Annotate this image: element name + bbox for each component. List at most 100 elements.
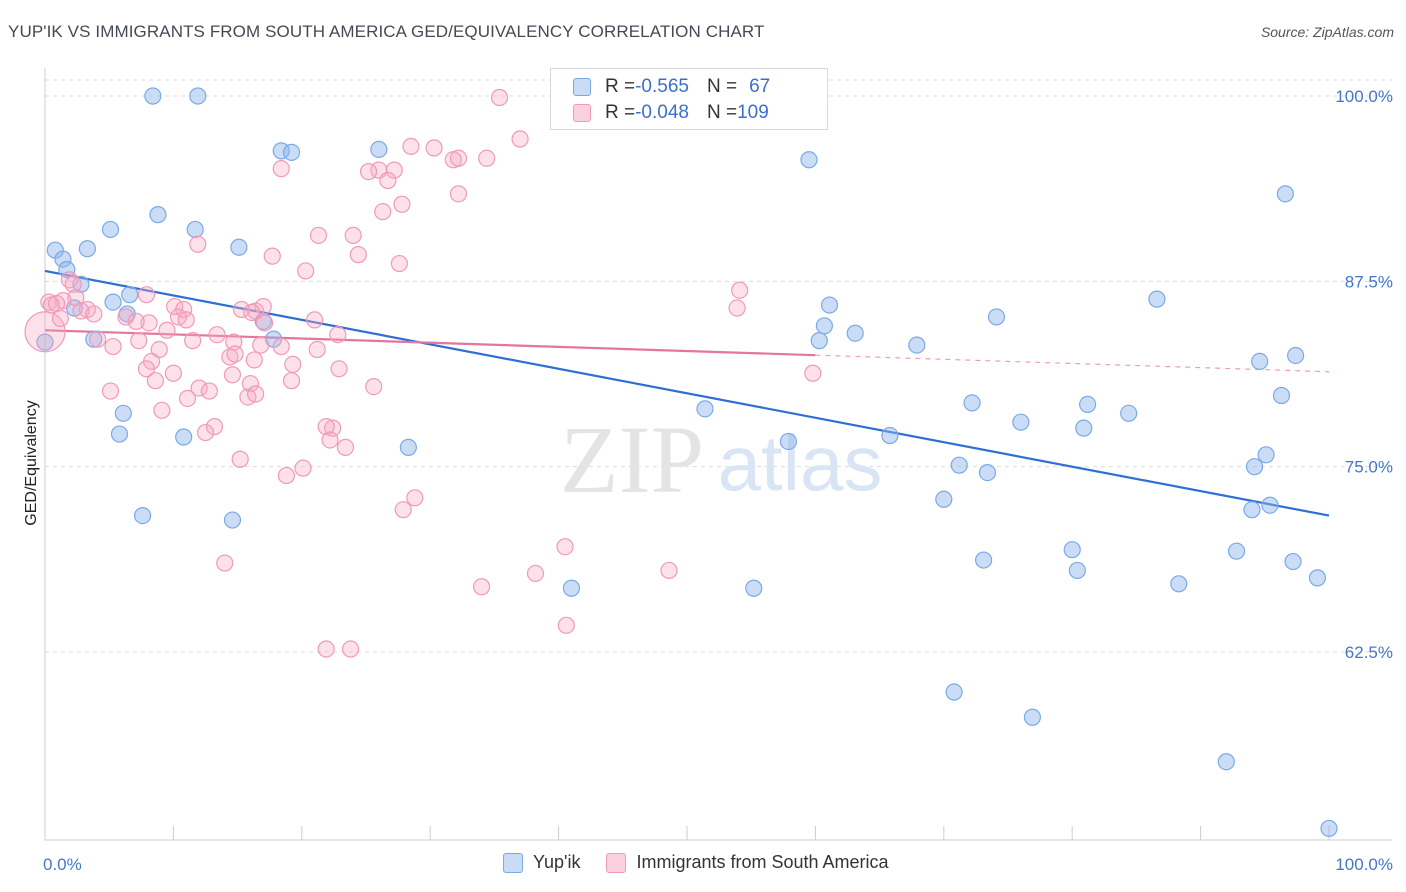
south-america-point — [246, 385, 265, 403]
source-credit: Source: ZipAtlas.com — [1260, 24, 1394, 40]
yupik-point — [1075, 419, 1093, 437]
south-america-point — [478, 149, 496, 167]
legend-n-label: N = — [706, 102, 738, 123]
axes — [44, 68, 1392, 841]
south-america-point — [308, 340, 326, 359]
south-america-point — [205, 418, 224, 436]
south-america-point — [221, 348, 239, 366]
south-america-point — [200, 382, 218, 400]
south-america-point — [130, 332, 148, 350]
legend-r-value: -0.048 — [635, 102, 689, 123]
legend-r-label: R = — [605, 102, 636, 123]
yupik-point — [370, 140, 388, 158]
south-america-point — [344, 226, 362, 244]
yupik-point — [846, 324, 864, 342]
yupik-point — [1023, 708, 1041, 726]
series-swatch-yupik — [503, 852, 523, 873]
south-america-point — [294, 459, 312, 477]
south-america-point — [309, 226, 328, 244]
south-america-point — [385, 161, 403, 179]
yupik-point — [950, 456, 968, 474]
yupik-point — [144, 87, 162, 105]
south-america-point — [272, 160, 290, 178]
x-tick-label: 0.0% — [43, 855, 82, 874]
yupik-point — [114, 404, 132, 422]
south-america-point — [243, 303, 261, 322]
y-tick-label: 87.5% — [1345, 272, 1393, 291]
south-america-point — [329, 326, 347, 344]
yupik-point — [110, 425, 129, 443]
yupik-point — [78, 240, 96, 258]
south-america-point — [379, 171, 397, 190]
series-label-yupik: Yup'ik — [533, 852, 581, 872]
yupik-point — [1243, 501, 1261, 519]
south-america-point — [394, 501, 412, 519]
series-label-south-america: Immigrants from South America — [636, 852, 889, 872]
yupik-point — [54, 250, 72, 268]
yupik-point — [1217, 753, 1235, 771]
south-america-point — [64, 275, 82, 293]
legend-n-value: 109 — [737, 102, 769, 123]
south-america-point — [51, 309, 70, 327]
yupik-point — [36, 333, 54, 351]
yupik-point — [223, 511, 242, 529]
south-america-point — [263, 247, 281, 265]
yupik-point — [800, 151, 818, 169]
yupik-point — [399, 438, 417, 456]
south-america-point — [272, 337, 290, 356]
x-tick-label: 100.0% — [1335, 855, 1393, 874]
yupik-point — [779, 432, 798, 451]
south-america-point — [47, 294, 66, 313]
series-swatch-south-america — [606, 852, 627, 873]
yupik-point — [149, 206, 167, 224]
south-america-point — [184, 332, 202, 350]
yupik-point — [1227, 542, 1246, 560]
south-america-point — [557, 616, 575, 634]
yupik-point — [881, 426, 899, 445]
yupik-point — [1012, 413, 1030, 431]
grid — [45, 79, 1392, 653]
yupik-point — [908, 336, 926, 354]
south-america-point — [321, 431, 339, 449]
south-america-point — [178, 389, 197, 408]
south-america-point — [252, 336, 270, 354]
south-america-point — [277, 466, 295, 485]
south-america-point — [490, 88, 509, 107]
yupik-point — [230, 238, 248, 256]
south-america-point — [526, 564, 545, 583]
yupik-point — [562, 579, 581, 597]
south-america-point — [390, 254, 408, 273]
south-america-point — [255, 314, 274, 332]
yupik-point — [1120, 404, 1138, 422]
south-america-point — [731, 281, 749, 299]
south-america-point — [137, 360, 156, 378]
south-america-point — [282, 372, 301, 390]
yupik-point — [1261, 496, 1279, 514]
yupik-point — [963, 394, 981, 412]
south-america-point — [150, 340, 168, 359]
legend-n-label: N = — [706, 76, 738, 97]
south-america-point — [511, 130, 529, 148]
yupik-point — [935, 490, 953, 508]
y-tick-label: 100.0% — [1335, 87, 1393, 106]
south-america-point — [223, 366, 242, 384]
y-axis-title: GED/Equivalency — [23, 400, 40, 525]
south-america-point — [728, 299, 746, 317]
series-legend-yupik: Yup'ik — [503, 852, 580, 873]
south-america-point — [245, 351, 263, 369]
yupik-point — [978, 463, 997, 482]
yupik-point — [810, 332, 828, 350]
legend-n-value: 67 — [749, 76, 771, 97]
yupik-point — [1063, 541, 1081, 559]
south-america-point — [127, 312, 145, 330]
tick-labels: 62.5% 75.0% 87.5% 100.0% 0.0% 100.0% — [43, 87, 1393, 874]
yupik-point — [1245, 458, 1264, 476]
south-america-point — [365, 378, 383, 396]
yupik-point — [1276, 185, 1294, 203]
south-america-point — [336, 438, 355, 456]
south-america-point — [72, 302, 90, 320]
data-points — [24, 87, 1338, 838]
south-america-point — [449, 149, 468, 167]
south-america-point — [317, 640, 335, 658]
